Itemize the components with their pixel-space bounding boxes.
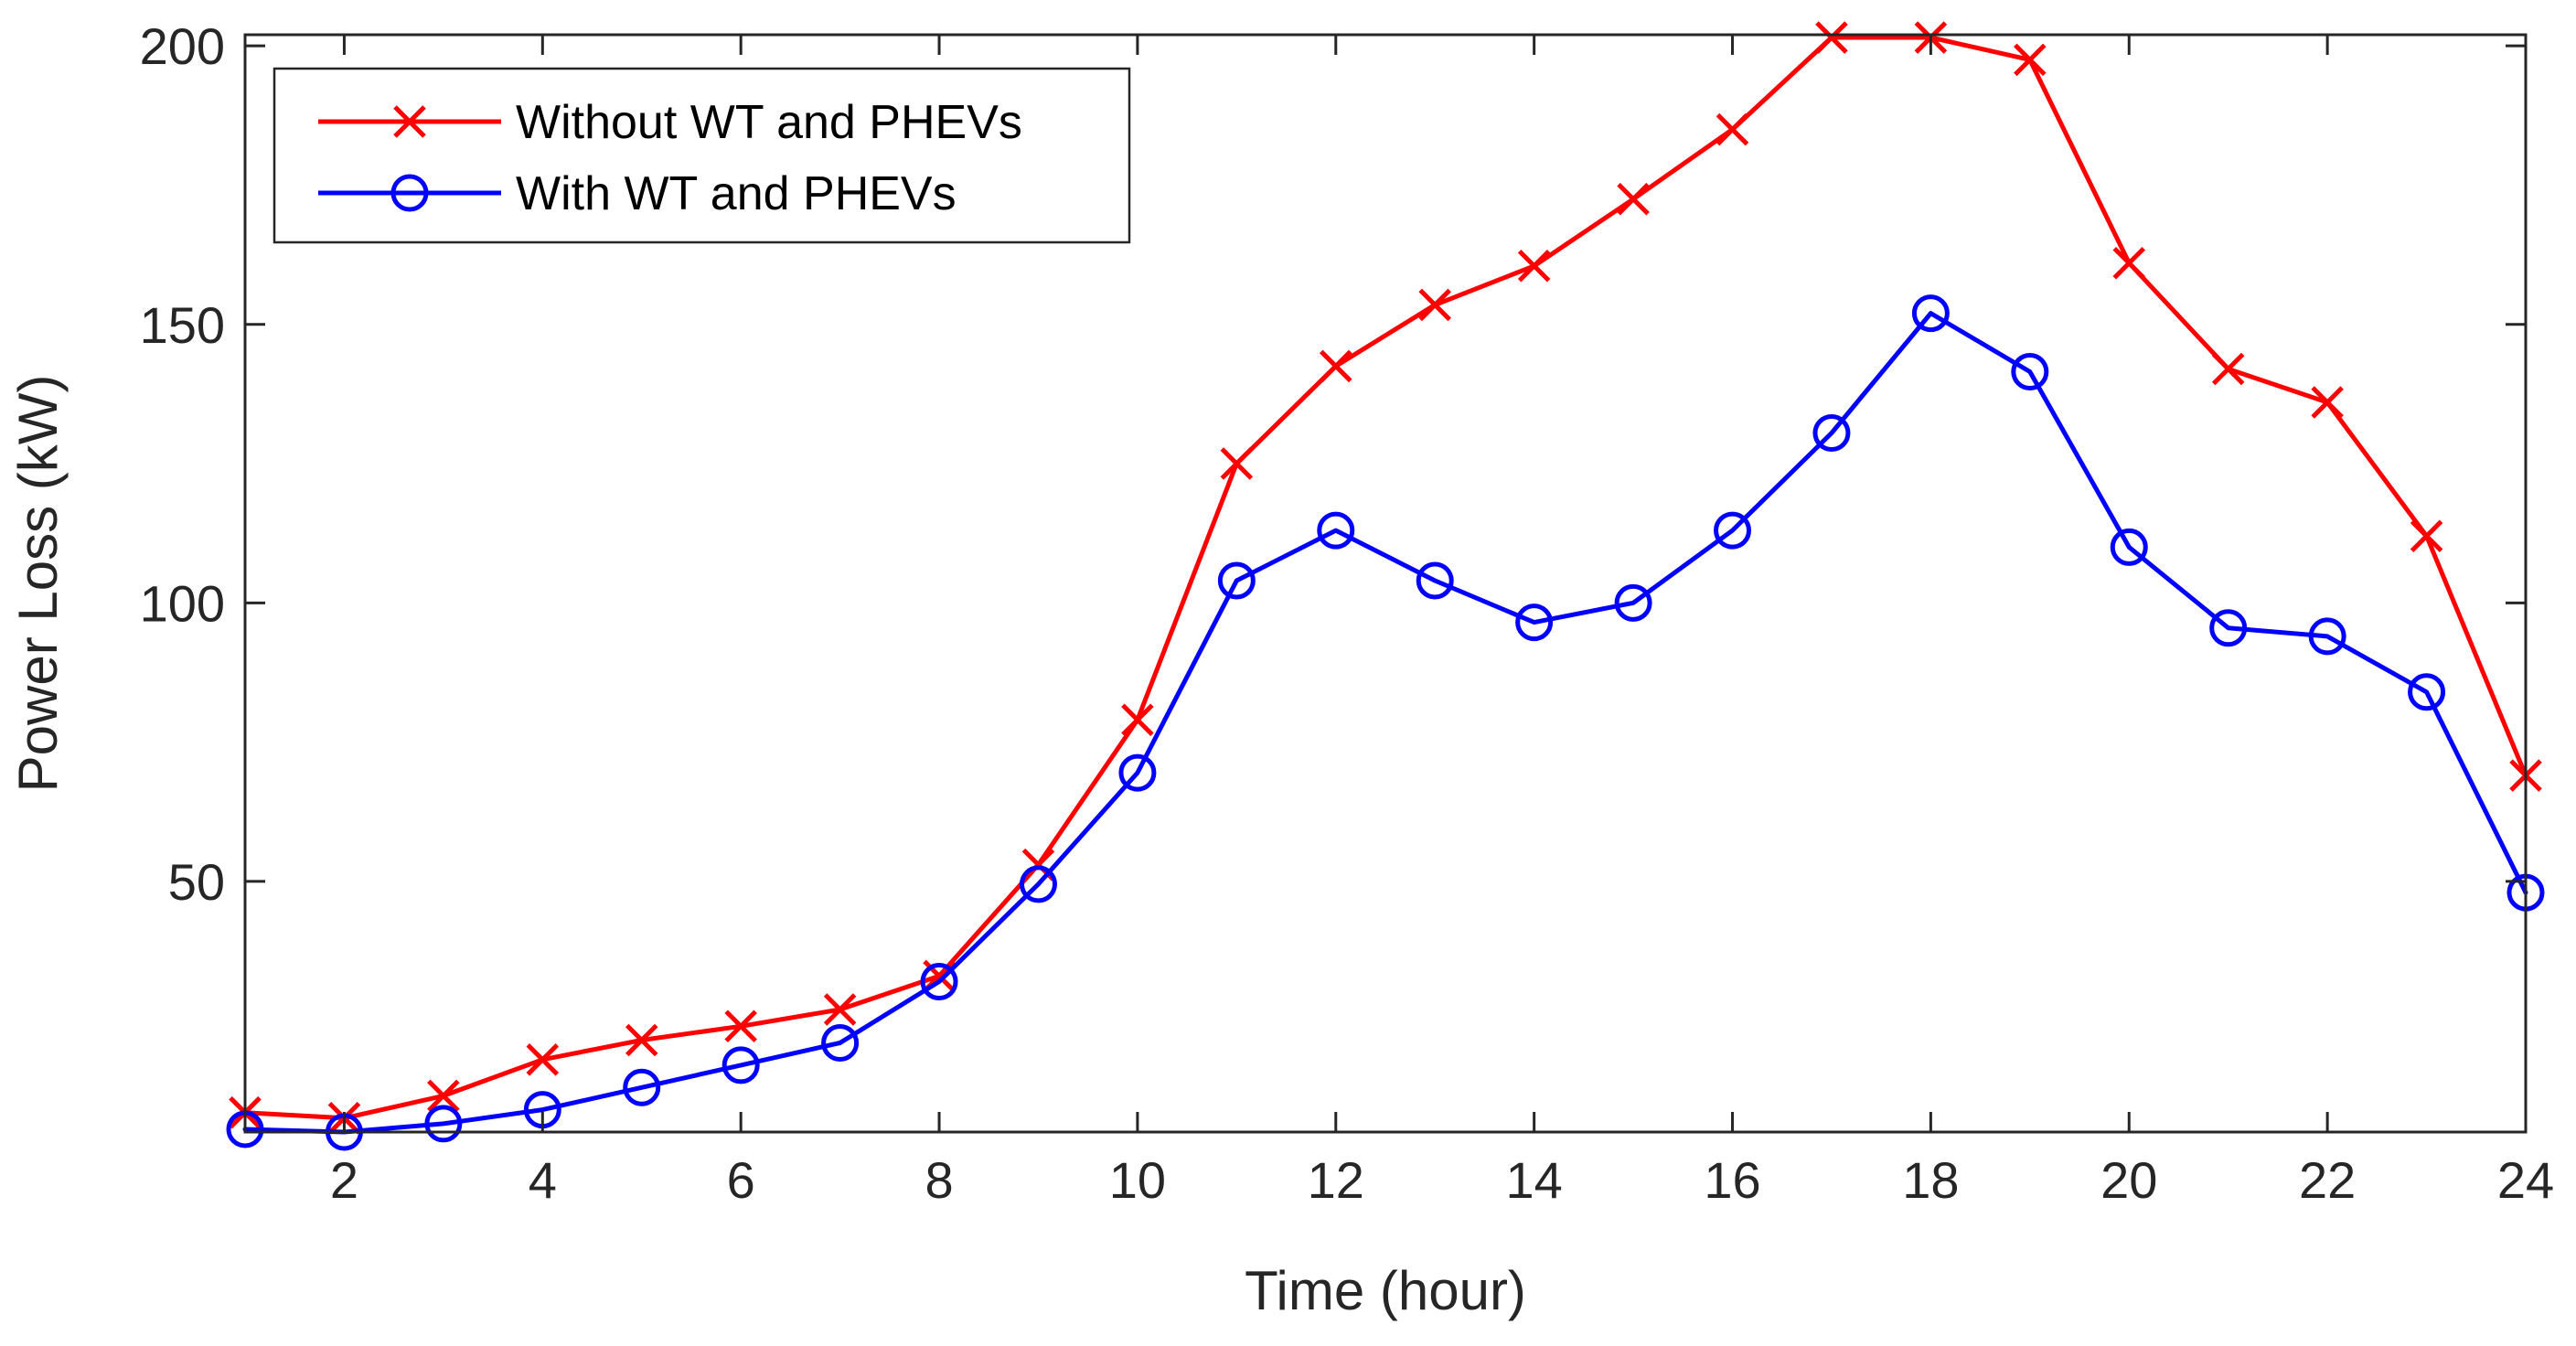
data-point <box>1911 294 1950 333</box>
data-point <box>1217 561 1256 600</box>
data-point <box>2408 673 2446 711</box>
data-point <box>1517 250 1551 283</box>
data-point <box>1317 511 1355 550</box>
series-line-1 <box>242 35 2528 1121</box>
x-tick-label: 24 <box>2497 1151 2554 1209</box>
legend-marker <box>390 174 429 212</box>
y-tick-label: 100 <box>140 574 225 632</box>
data-point <box>2112 246 2146 280</box>
legend-label: With WT and PHEVs <box>516 167 957 220</box>
x-tick-label: 22 <box>2299 1151 2356 1209</box>
x-tick-label: 16 <box>1704 1151 1760 1209</box>
data-point <box>2209 609 2248 647</box>
y-tick-label: 50 <box>168 853 225 911</box>
legend: Without WT and PHEVs With WT and PHEVs <box>273 67 1131 244</box>
x-tick-label: 20 <box>2100 1151 2157 1209</box>
legend-item-1: Without WT and PHEVs <box>318 96 1022 149</box>
data-point <box>623 1068 661 1106</box>
data-point <box>1320 349 1352 383</box>
x-tick-label: 10 <box>1109 1151 1166 1209</box>
data-point <box>2308 617 2346 656</box>
x-tick-label: 14 <box>1506 1151 1563 1209</box>
data-point <box>823 993 857 1026</box>
data-point <box>2014 43 2047 77</box>
x-tick-label: 4 <box>529 1151 557 1209</box>
x-tick-label: 18 <box>1902 1151 1959 1209</box>
x-tick-label: 8 <box>925 1151 953 1209</box>
data-point <box>526 1043 560 1076</box>
data-point <box>821 1024 860 1063</box>
y-axis-label: Power Loss (kW) <box>7 375 69 793</box>
data-point <box>1121 703 1154 737</box>
legend-item-2: With WT and PHEVs <box>318 167 957 220</box>
data-point <box>721 1046 760 1084</box>
data-point <box>920 963 958 1001</box>
data-point <box>427 1079 460 1113</box>
data-point <box>1617 182 1650 216</box>
data-point <box>2110 528 2148 566</box>
x-axis-label: Time (hour) <box>1245 1260 1526 1321</box>
x-tick-label: 6 <box>727 1151 755 1209</box>
y-tick-label: 150 <box>140 296 225 354</box>
data-point <box>2410 519 2443 552</box>
x-tick-label: 2 <box>330 1151 358 1209</box>
data-point <box>724 1010 757 1043</box>
data-point <box>1118 753 1157 792</box>
y-tick-label: 200 <box>140 17 225 75</box>
data-point <box>1418 288 1451 322</box>
data-point <box>2211 352 2245 386</box>
data-point <box>2011 353 2049 391</box>
legend-label: Without WT and PHEVs <box>516 96 1022 149</box>
data-point <box>1515 604 1554 642</box>
legend-items: Without WT and PHEVs With WT and PHEVs <box>318 96 1022 220</box>
data-point <box>1614 583 1652 622</box>
data-point <box>2311 386 2344 419</box>
data-point <box>424 1105 463 1143</box>
data-point <box>1416 561 1454 600</box>
axes-box <box>243 33 2528 1134</box>
legend-box <box>273 67 1131 244</box>
data-point <box>1716 112 1749 146</box>
data-point <box>1815 21 1848 54</box>
data-point <box>1714 511 1752 550</box>
data-point <box>1812 414 1851 453</box>
data-point <box>625 1023 658 1057</box>
series-layer <box>226 21 2545 1151</box>
x-tick-label: 12 <box>1308 1151 1364 1209</box>
data-point <box>1019 865 1057 903</box>
legend-marker <box>393 105 426 138</box>
data-point <box>1220 447 1254 480</box>
